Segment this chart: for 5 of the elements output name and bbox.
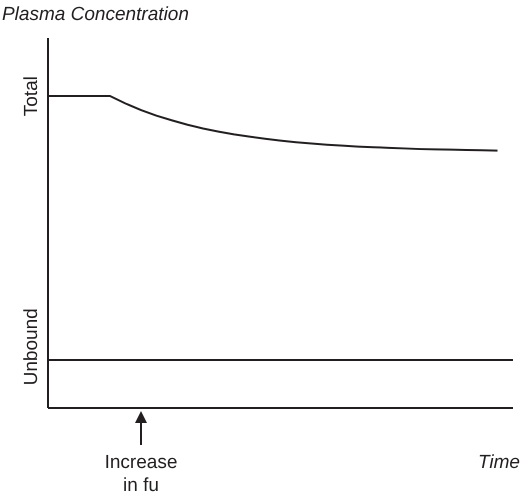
text: Time [478, 452, 520, 473]
text: Total [21, 76, 42, 116]
text: Increase in fu [104, 452, 178, 496]
chart-title: Plasma Concentration [2, 4, 189, 26]
text: Unbound [21, 308, 42, 386]
